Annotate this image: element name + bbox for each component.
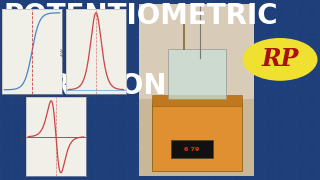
Bar bbox=[152, 103, 242, 171]
Bar bbox=[139, 4, 254, 176]
Bar bbox=[152, 95, 242, 106]
Text: 6 79: 6 79 bbox=[184, 147, 200, 152]
Y-axis label: Potential (E in mV): Potential (E in mV) bbox=[0, 37, 1, 65]
X-axis label: Volume of the titrant (ml): Volume of the titrant (ml) bbox=[13, 94, 51, 98]
Bar bbox=[168, 49, 226, 99]
X-axis label: Volume of the titrant (ml): Volume of the titrant (ml) bbox=[77, 94, 115, 98]
Y-axis label: d²E/dV²: d²E/dV² bbox=[21, 131, 25, 142]
Circle shape bbox=[243, 39, 317, 80]
Bar bbox=[139, 4, 254, 99]
Text: RP: RP bbox=[261, 47, 299, 71]
Y-axis label: dE/dV: dE/dV bbox=[61, 47, 65, 56]
Bar bbox=[171, 140, 213, 158]
Text: POTENTIOMETRIC: POTENTIOMETRIC bbox=[3, 2, 278, 30]
Text: TITRATION: TITRATION bbox=[3, 72, 168, 100]
